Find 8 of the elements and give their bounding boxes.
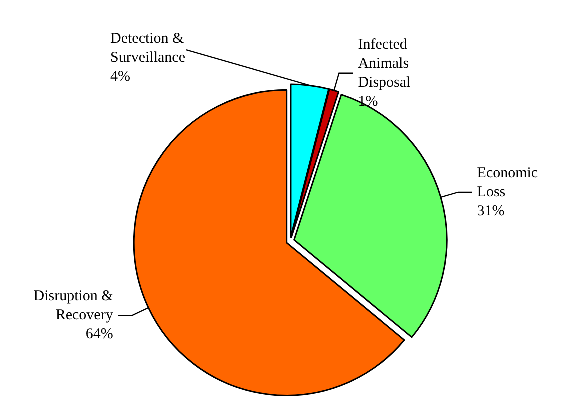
slice-label: Detection & Surveillance (110, 31, 188, 66)
slice-label: Disruption & Recovery (34, 288, 114, 324)
data-label: 1% (358, 94, 378, 110)
data-label: 64% (86, 326, 114, 343)
data-label: 31% (477, 203, 505, 220)
slice-label: Infected Animals Disposal (358, 36, 413, 91)
slice-label: Economic Loss (477, 165, 542, 200)
data-label: 4% (110, 69, 130, 86)
